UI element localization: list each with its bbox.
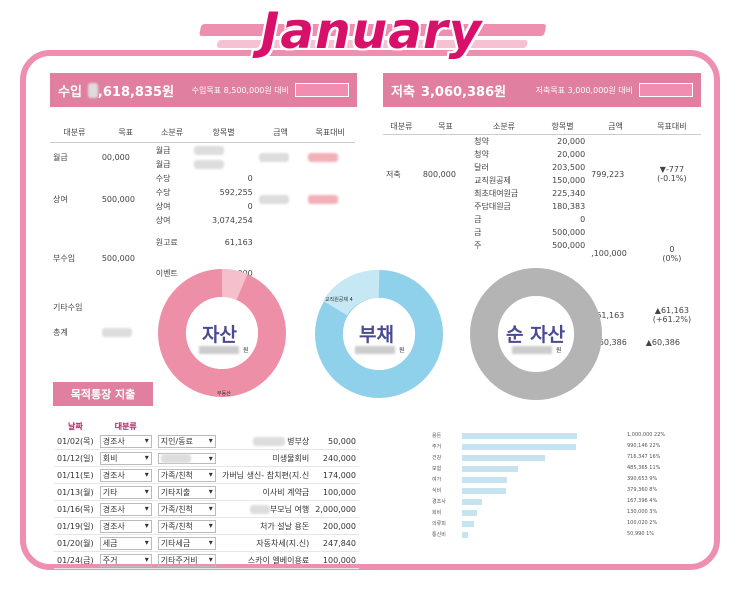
expense-bar-row: 주거 xyxy=(432,443,576,450)
table-row: 01/12(일) 회비▾ x▾ 미생물회비 240,000 xyxy=(54,449,359,467)
subcategory-dropdown[interactable]: 기타세금 ▾ xyxy=(157,536,216,550)
income-label: 수입 xyxy=(58,84,82,100)
net-assets-donut: 순 자산 원 xyxy=(468,266,604,406)
savings-progress-bar xyxy=(639,83,693,97)
expense-bar-row: 회비 xyxy=(432,509,477,516)
expense-bar-row: 용돈 xyxy=(432,432,577,439)
expense-bar-value: 50,990 1% xyxy=(627,531,655,537)
table-row: 01/11(토) 경조사 ▾ 가족/친척 ▾ 가버님 생신- 참치편(지.신 174… xyxy=(54,466,359,484)
expense-bar-row: 보험 xyxy=(432,465,519,472)
category-dropdown[interactable]: 주거 ▾ xyxy=(99,553,152,567)
expense-bar-row: 통신비 xyxy=(432,531,468,538)
expense-bar-chart: 용돈 1,000,000 22% 주거 990,146 22% 건강 716,347 16… xyxy=(432,432,687,547)
expense-bar xyxy=(462,487,506,494)
table-row: 01/16(목) 경조사▾ 가족/친척▾ x부모님 여행 2,000,000 xyxy=(54,500,359,518)
table-row: 01/13(월) 기타 ▾ 기타지출 ▾ 이사비 계약금 100,000 xyxy=(54,483,359,501)
expense-bar xyxy=(462,520,474,527)
expense-bar-row: 건강 xyxy=(432,454,545,461)
income-amount: ,618,835원 xyxy=(97,84,175,100)
liabilities-label: 부채 xyxy=(359,324,394,346)
table-row: 01/02(목) 경조사▾ 지인/동료▾ x 병부상 50,000 xyxy=(54,433,359,450)
income-target: 수입목표 8,500,000원 대비 xyxy=(191,85,289,95)
expense-bar-label: 회비 xyxy=(432,510,442,516)
expense-bar-label: 경조사 xyxy=(432,499,446,505)
expense-bar-label: 여가 xyxy=(432,477,442,483)
table-row: 01/19(일) 경조사 ▾ 가족/친척 ▾ 처가 설날 용돈 200,000 xyxy=(54,517,359,535)
subcategory-dropdown[interactable]: 기타지출 ▾ xyxy=(157,485,216,499)
category-dropdown[interactable]: 회비 ▾ xyxy=(99,451,152,465)
expense-bar-label: 용돈 xyxy=(432,433,442,439)
expense-bar-label: 건강 xyxy=(432,455,442,461)
subcategory-dropdown[interactable]: 가족/친척 ▾ xyxy=(157,468,216,482)
category-dropdown[interactable]: 기타 ▾ xyxy=(99,485,152,499)
income-header: 수입 0 ,618,835원 수입목표 8,500,000원 대비 xyxy=(50,73,357,107)
subcategory-dropdown[interactable]: x▾ xyxy=(157,452,216,464)
savings-target: 저축목표 3,000,000원 대비 xyxy=(535,85,633,95)
expense-bar-label: 식비 xyxy=(432,488,442,494)
expense-bar-value: 990,146 22% xyxy=(627,443,661,449)
expense-bar-value: 716,347 16% xyxy=(627,454,661,460)
expense-bar-row: 식비 xyxy=(432,487,506,494)
net-assets-label: 순 자산 xyxy=(506,324,566,346)
savings-table: 대분류 목표 소분류 항목별 금액 목표대비 저축 800,000 청약 20,000… xyxy=(383,118,701,349)
expense-bar xyxy=(462,509,477,516)
table-row: 01/20(월) 세금 ▾ 기타세금 ▾ 자동차세(지.신) 247,840 xyxy=(54,534,359,552)
assets-donut: 자산 원 부동산 xyxy=(157,268,287,402)
category-dropdown[interactable]: 경조사 ▾ xyxy=(99,502,152,516)
liabilities-donut: 부채 원 교직원공제 4 xyxy=(313,268,445,404)
expense-bar xyxy=(462,432,577,439)
expense-bar-row: 경조사 xyxy=(432,498,482,505)
expense-bar-value: 390,653 9% xyxy=(627,476,658,482)
expense-bar-label: 주거 xyxy=(432,444,442,450)
expense-bar-row: 의류피 xyxy=(432,520,474,527)
savings-label: 저축 xyxy=(391,84,415,100)
expense-bar xyxy=(462,498,482,505)
expense-table: 날짜 대분류 01/02(목) 경조사▾ 지인/동료▾ x 병부상 50,000… xyxy=(54,420,359,569)
income-progress-bar xyxy=(295,83,349,97)
category-dropdown[interactable]: 경조사 ▾ xyxy=(99,468,152,482)
assets-label: 자산 xyxy=(202,324,237,346)
subcategory-dropdown[interactable]: 가족/친척 ▾ xyxy=(157,502,216,516)
subcategory-dropdown[interactable]: 가족/친척 ▾ xyxy=(157,519,216,533)
table-row: 01/24(금) 주거 ▾ 기타주거비 ▾ 스카이 엘베이용료 100,000 xyxy=(54,551,359,569)
expense-bar xyxy=(462,531,468,538)
expense-bar-value: 379,360 8% xyxy=(627,487,658,493)
savings-amount: 3,060,386원 xyxy=(420,84,507,100)
category-dropdown[interactable]: 경조사 ▾ xyxy=(99,519,152,533)
expense-bar-value: 1,000,000 22% xyxy=(627,432,666,438)
savings-header: 저축 3,060,386원 저축목표 3,000,000원 대비 xyxy=(383,73,701,107)
category-dropdown[interactable]: 경조사 ▾ xyxy=(99,434,152,448)
expense-section-header: 목적통장 지출 xyxy=(53,382,153,406)
page-title: January xyxy=(260,2,483,60)
expense-bar-label: 보험 xyxy=(432,466,442,472)
expense-bar xyxy=(462,476,507,483)
expense-bar-label: 통신비 xyxy=(432,532,446,538)
expense-bar-value: 167,396 4% xyxy=(627,498,658,504)
expense-bar-value: 100,020 2% xyxy=(627,520,658,526)
category-dropdown[interactable]: 세금 ▾ xyxy=(99,536,152,550)
expense-bar-value: 485,365 11% xyxy=(627,465,661,471)
subcategory-dropdown[interactable]: 기타주거비 ▾ xyxy=(157,553,216,567)
expense-bar xyxy=(462,465,519,472)
expense-bar-label: 의류피 xyxy=(432,521,446,527)
expense-bar xyxy=(462,454,545,461)
expense-bar xyxy=(462,443,576,450)
subcategory-dropdown[interactable]: 지인/동료 ▾ xyxy=(157,434,216,448)
expense-bar-row: 여가 xyxy=(432,476,507,483)
expense-bar-value: 130,000 3% xyxy=(627,509,658,515)
